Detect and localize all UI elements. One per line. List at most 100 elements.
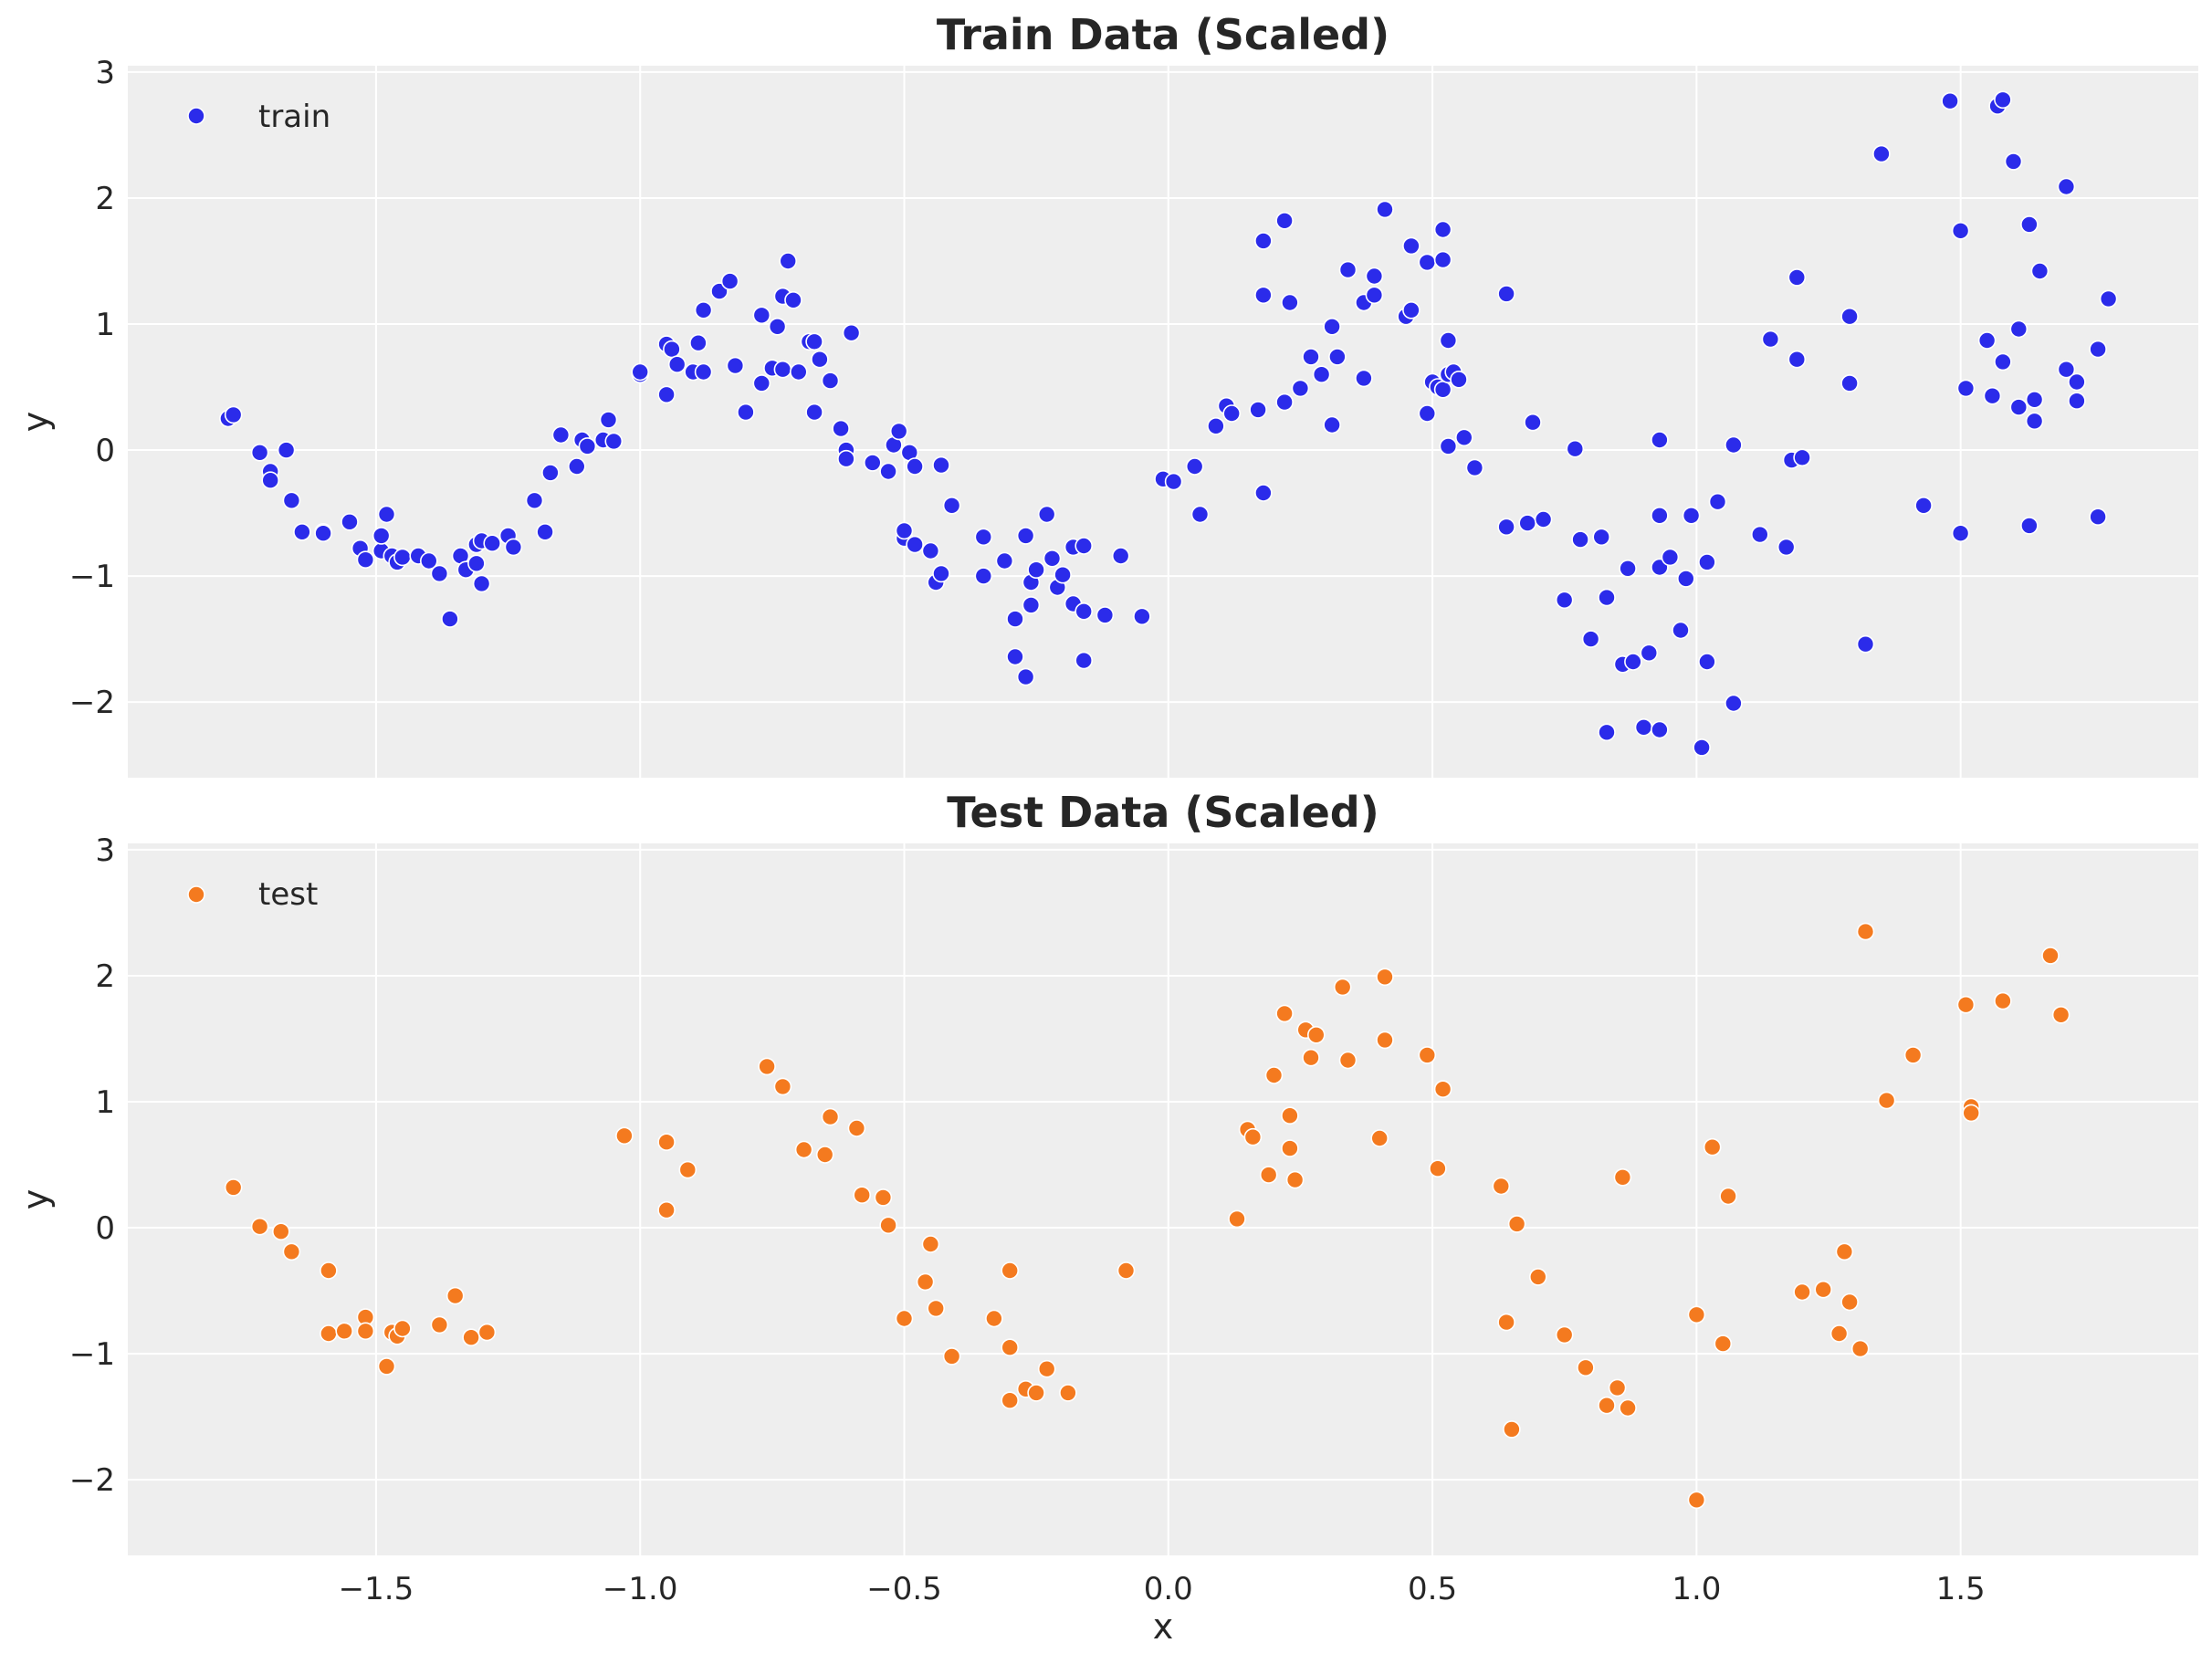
train-data-point [1075,602,1093,621]
train-data-point [467,554,486,573]
test-data-point [1333,978,1352,997]
test-data-point [1275,1004,1294,1023]
test-data-point [1001,1261,1019,1280]
train-data-point [1977,331,1997,350]
train-data-point [2057,360,2076,379]
test-x-tick-label: −1.0 [603,1571,678,1607]
test-data-point [615,1126,634,1146]
test-y-tick-label: −1 [69,1336,115,1373]
test-data-point [1529,1268,1547,1286]
train-data-point [2004,152,2023,171]
test-data-point [874,1188,893,1207]
train-data-point [1075,537,1093,555]
train-data-point [1022,596,1041,614]
train-data-point [1840,374,1859,392]
test-x-tick-label: 1.5 [1936,1571,1986,1607]
test-legend: test [187,876,318,913]
train-data-point [1497,518,1515,537]
train-data-point [789,362,808,382]
train-data-point [567,457,586,476]
test-data-point [430,1315,449,1334]
train-data-point [2020,517,2039,535]
test-y-axis-label: y [16,1189,56,1210]
train-data-point [1914,496,1933,515]
train-data-point [1682,506,1701,525]
train-data-point [1275,392,1294,412]
test-data-point [1264,1066,1284,1084]
train-data-point [483,534,502,553]
test-data-point [1619,1398,1637,1418]
test-y-tick-label: 1 [95,1084,115,1121]
test-data-point [1307,1026,1326,1044]
test-data-point [847,1119,866,1137]
train-y-tick-label: 1 [95,307,115,343]
train-data-point [1185,457,1204,476]
train-data-point [1302,348,1320,366]
test-legend-label: test [258,876,318,913]
train-data-point [1872,144,1891,163]
train-data-point [2099,289,2118,309]
train-data-point [1994,90,2012,110]
train-data-point [737,403,755,422]
train-data-point [377,505,396,524]
test-data-point [815,1146,834,1164]
train-data-point [1640,644,1659,663]
train-data-point [1016,527,1035,545]
train-data-point [341,512,359,531]
train-data-point [372,527,391,545]
train-data-point [536,522,554,541]
train-data-point [1376,200,1394,219]
test-x-tick-label: 0.0 [1144,1571,1193,1607]
test-x-tick-label: −1.5 [339,1571,414,1607]
test-data-point [1840,1292,1859,1312]
train-data-point [1672,621,1690,640]
train-data-point [1312,365,1331,384]
train-data-point [1365,286,1384,305]
test-data-point [1850,1339,1870,1358]
test-data-point [1228,1209,1246,1229]
test-data-point [1429,1159,1447,1177]
test-data-point [1598,1396,1616,1415]
test-data-point [1338,1051,1358,1070]
train-data-point [1433,380,1452,399]
train-data-point [895,521,914,540]
train-data-point [441,610,459,628]
train-data-point [1433,220,1452,239]
test-data-point [271,1222,290,1240]
train-data-point [879,462,897,481]
test-data-point [1555,1325,1574,1345]
train-data-point [1254,286,1273,305]
test-data-point [1687,1305,1706,1324]
train-data-point [1439,437,1458,455]
train-data-point [1275,212,1294,230]
test-data-point [1503,1420,1521,1439]
train-data-point [752,374,771,392]
test-data-point [1962,1104,1980,1123]
test-data-point [1577,1358,1595,1377]
train-y-ticks: −2 −1 0 1 2 3 [69,55,115,721]
test-data-point [853,1186,872,1204]
train-data-point [1581,630,1600,648]
train-data-point [2089,508,2107,527]
test-data-point [250,1217,269,1236]
train-data-point [1465,458,1484,477]
train-data-point [1075,651,1093,670]
train-data-point [1054,565,1072,584]
test-data-point [879,1216,897,1235]
train-data-point [2089,340,2107,359]
test-data-point [1418,1046,1437,1064]
train-data-point [768,317,787,336]
train-data-point [779,252,798,270]
train-y-tick-label: 2 [95,181,115,217]
test-data-point [1059,1384,1077,1402]
test-data-point [1497,1313,1515,1332]
test-data-point [1281,1106,1299,1125]
test-data-point [393,1319,412,1338]
train-data-point [1787,350,1807,369]
train-data-point [1698,553,1716,571]
train-data-point [1598,723,1616,742]
test-data-point [224,1178,243,1197]
train-data-point [1518,514,1536,532]
train-data-point [805,332,823,351]
